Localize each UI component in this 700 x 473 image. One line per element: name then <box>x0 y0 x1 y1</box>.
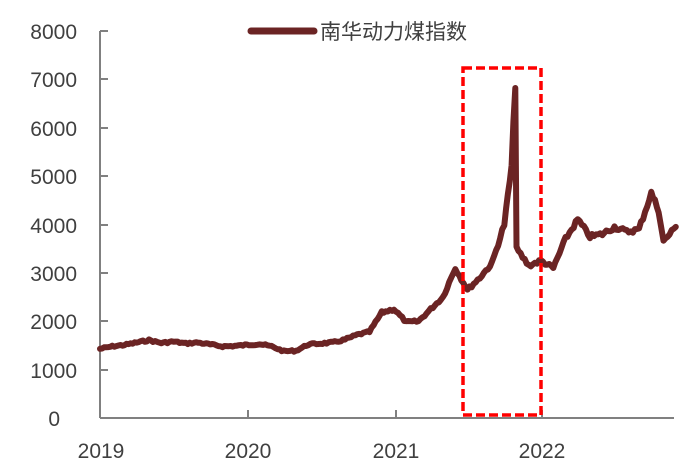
legend: 南华动力煤指数 <box>247 20 467 44</box>
x-tick-label: 2020 <box>225 440 272 463</box>
x-tick-label: 2019 <box>78 440 125 463</box>
y-tick-label: 0 <box>48 408 60 431</box>
y-tick-label: 6000 <box>30 118 77 141</box>
y-tick-label: 4000 <box>30 215 77 238</box>
y-tick-label: 8000 <box>30 21 77 44</box>
x-tick-label: 2022 <box>519 440 566 463</box>
x-tick-label: 2021 <box>373 440 420 463</box>
legend-label: 南华动力煤指数 <box>320 20 467 44</box>
y-tick-label: 5000 <box>30 166 77 189</box>
x-axis: 2019 2020 2021 2022 <box>78 410 674 463</box>
y-axis: 8000 7000 6000 5000 4000 3000 2000 1000 … <box>30 21 108 431</box>
y-tick-label: 2000 <box>30 311 77 334</box>
y-tick-label: 3000 <box>30 263 77 286</box>
series-line-nanhua-thermal-coal-index <box>97 85 679 355</box>
y-tick-label: 7000 <box>30 69 77 92</box>
highlight-box <box>461 66 543 417</box>
y-tick-label: 1000 <box>30 360 77 383</box>
